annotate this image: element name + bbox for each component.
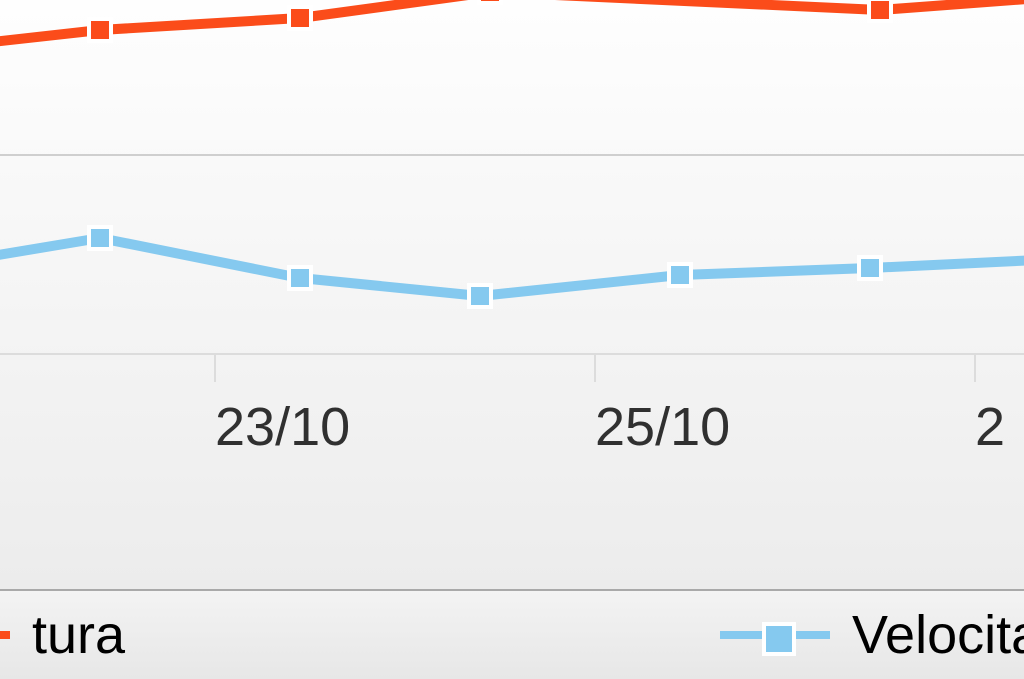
x-tick-label: 23/10 bbox=[215, 397, 350, 457]
series-marker bbox=[869, 0, 891, 21]
x-tick-label: 2 bbox=[975, 397, 1005, 457]
legend-bar: tura Velocita bbox=[0, 589, 1024, 679]
series-marker bbox=[669, 264, 691, 286]
series-marker bbox=[89, 19, 111, 41]
series-marker bbox=[859, 257, 881, 279]
legend-item: tura bbox=[0, 591, 125, 679]
chart-container: 23/10 25/10 2 bbox=[0, 0, 1024, 679]
series-marker bbox=[469, 285, 491, 307]
legend-swatch bbox=[720, 631, 830, 639]
legend-label: tura bbox=[32, 591, 125, 679]
series-marker bbox=[289, 267, 311, 289]
x-tick-label: 25/10 bbox=[595, 397, 730, 457]
series-marker bbox=[479, 0, 501, 3]
legend-label: Velocita bbox=[852, 591, 1024, 679]
series-marker bbox=[289, 7, 311, 29]
legend-item: Velocita bbox=[720, 591, 1024, 679]
legend-swatch bbox=[0, 631, 10, 639]
line-chart: 23/10 25/10 2 bbox=[0, 0, 1024, 591]
series-marker bbox=[89, 227, 111, 249]
